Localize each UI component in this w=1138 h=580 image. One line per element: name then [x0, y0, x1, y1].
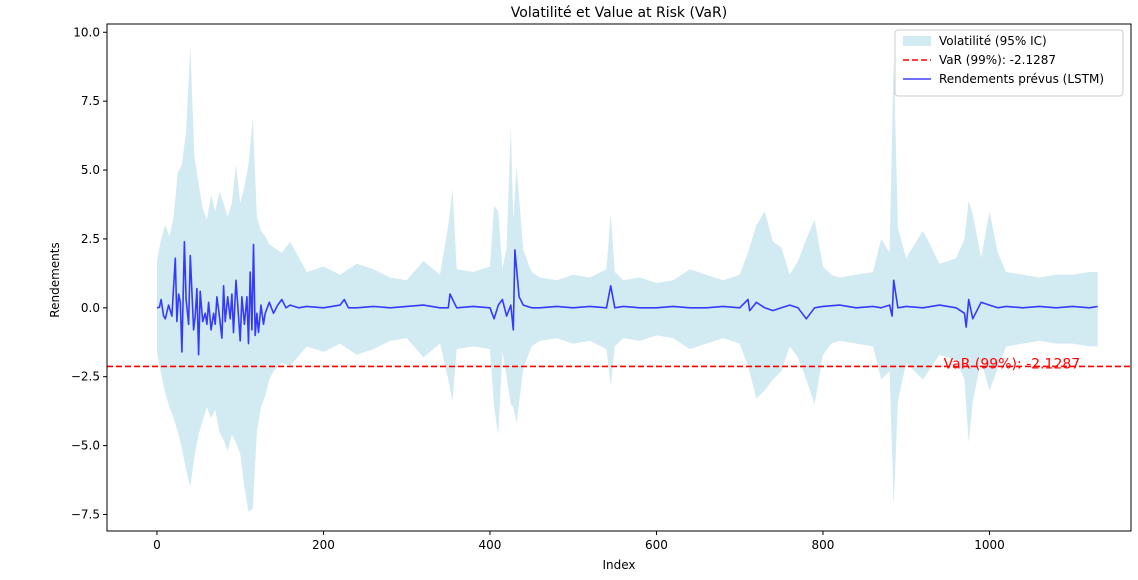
lstm-returns-line	[156, 240, 1098, 356]
x-tick-label: 0	[153, 538, 161, 552]
axes-frame	[106, 23, 1132, 532]
legend-box	[894, 29, 1124, 97]
x-tick-label: 400	[479, 538, 502, 552]
legend: Volatilité (95% IC) VaR (99%): -2.1287 Ren…	[894, 29, 1124, 97]
legend-label: Rendements prévus (LSTM)	[939, 72, 1104, 86]
y-tick-label: 7.5	[81, 94, 100, 108]
y-tick-label: −7.5	[71, 507, 100, 521]
legend-swatch-band	[903, 36, 931, 46]
var-annotation: VaR (99%): -2.1287	[944, 356, 1080, 372]
y-tick-label: −5.0	[71, 439, 100, 453]
x-tick-label: 200	[312, 538, 335, 552]
y-axis-title: Rendements	[48, 242, 62, 317]
y-tick-label: −2.5	[71, 370, 100, 384]
x-tick-label: 800	[812, 538, 835, 552]
legend-label: VaR (99%): -2.1287	[939, 53, 1056, 67]
chart-title: Volatilité et Value at Risk (VaR)	[511, 5, 727, 21]
y-tick-label: 0.0	[81, 301, 100, 315]
axes: 0 200 400 600 800 1000 −7.5 −5.0 −2.5 0.0 2.5 5.0 7.…	[71, 23, 1132, 552]
x-axis-title: Index	[602, 558, 635, 572]
y-tick-label: 5.0	[81, 163, 100, 177]
y-tick-label: 10.0	[73, 25, 100, 39]
legend-label: Volatilité (95% IC)	[939, 34, 1047, 48]
x-tick-label: 600	[645, 538, 668, 552]
plot-area: VaR (99%): -2.1287	[107, 46, 1131, 512]
x-tick-label: 1000	[974, 538, 1005, 552]
volatility-band	[157, 46, 1098, 512]
y-tick-label: 2.5	[81, 232, 100, 246]
